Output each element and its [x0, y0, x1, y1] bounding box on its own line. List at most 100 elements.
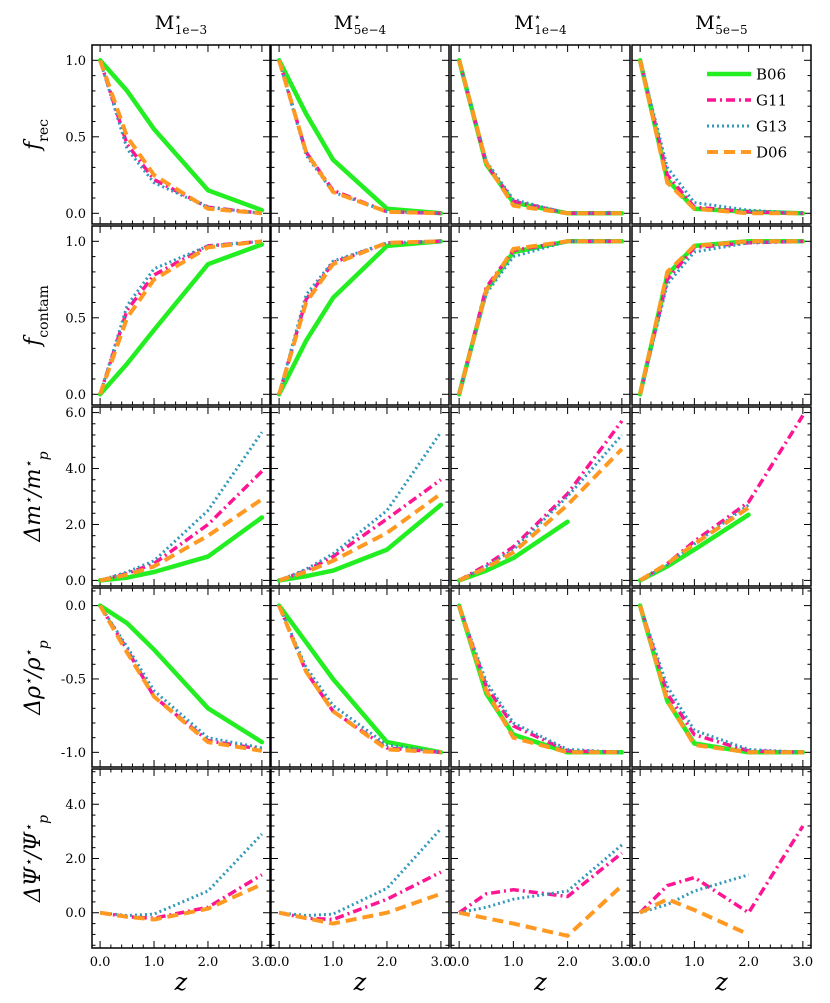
y-tick-label: 6.0: [65, 406, 86, 421]
series-b06-line: [456, 239, 625, 397]
panel-frame: [270, 768, 450, 949]
series-d06-line: [457, 604, 622, 755]
y-axis-label-row-2: fcontam: [21, 285, 52, 348]
series-d06-line: [278, 492, 443, 583]
panel-r5-c2: 0.0 1.0 2.0 3.0: [269, 768, 452, 970]
y-axis-label: fcontam: [21, 285, 52, 348]
series-b06-line: [276, 58, 444, 216]
y-tick-label: 0.0: [65, 207, 86, 222]
y-tick-label: 0.0: [65, 574, 86, 589]
series-b06-line: [456, 58, 625, 216]
series-b06-line: [97, 242, 265, 397]
panel-frame: [91, 587, 271, 768]
series-g13-line: [277, 59, 441, 215]
panel-frame: [631, 406, 812, 587]
column-title-4: M⋆ 5e−5: [695, 10, 747, 37]
panel-frame: [270, 225, 450, 406]
legend-label-d06: D06: [756, 144, 787, 162]
series-g13-line: [98, 604, 263, 750]
series-d06-line: [98, 239, 263, 395]
series-g11-line: [639, 414, 805, 582]
series-d06-line: [457, 239, 622, 395]
series-g11-line: [277, 59, 441, 216]
x-tick-label: 0.0: [630, 955, 651, 970]
y-tick-label: 1.0: [65, 235, 86, 250]
series-g11-line: [458, 851, 623, 915]
series-d06-line: [457, 59, 622, 216]
panel-r1-c2: [270, 44, 450, 225]
x-tick-label: 1.0: [684, 955, 705, 970]
column-title-3: M⋆ 1e−4: [514, 10, 567, 37]
series-g13-line: [638, 605, 803, 754]
x-tick-label: 1.0: [144, 955, 165, 970]
panel-frame: [450, 768, 631, 949]
y-axis-label-row-5: ΔΨ⋆/Ψ⋆p: [21, 815, 52, 903]
y-axis-label: ΔΨ⋆/Ψ⋆p: [21, 815, 52, 903]
series-b06-line: [456, 519, 570, 583]
series-g11-line: [638, 605, 803, 755]
y-tick-label: 4.0: [65, 798, 86, 813]
series-b06-line: [97, 603, 265, 745]
series-g13-line: [277, 239, 441, 395]
y-tick-label: -1.0: [61, 746, 86, 761]
series-g11-line: [638, 239, 803, 395]
panel-r5-c4: 0.0 1.0 2.0 3.0: [630, 768, 813, 970]
panel-frame: [270, 587, 450, 768]
series-g11-line: [638, 825, 805, 915]
y-tick-label: 4.0: [65, 462, 86, 477]
panel-r3-c1: 0.0 2.0 4.0 6.0: [65, 406, 271, 589]
y-tick-label: 0.5: [65, 130, 86, 145]
series-g11-line: [277, 239, 441, 395]
x-tick-label: 2.0: [198, 955, 219, 970]
panel-frame: [270, 406, 450, 587]
panel-r3-c4: [631, 406, 812, 587]
panel-r1-c1: 0.0 0.5 1.0: [65, 44, 271, 225]
panel-frame: [631, 225, 812, 406]
x-tick-label: 3.0: [431, 955, 452, 970]
panel-frame: [450, 406, 631, 587]
panel-r2-c3: [450, 225, 631, 406]
y-tick-label: 0.0: [65, 599, 86, 614]
series-b06-line: [276, 239, 444, 397]
series-b06-line: [97, 58, 265, 213]
panel-frame: [631, 768, 812, 949]
series-g11-line: [457, 605, 622, 755]
series-d06-line: [99, 882, 263, 922]
series-d06-line: [277, 59, 441, 216]
series-g11-line: [278, 478, 442, 583]
panel-r5-c1: 0.0 2.0 4.0 0.0 1.0 2.0 3.0: [65, 768, 273, 970]
y-tick-label: 2.0: [65, 852, 86, 867]
panel-r3-c3: [450, 406, 631, 587]
x-axis-label-col-1: z: [174, 968, 188, 996]
y-axis-label-row-1: frec: [21, 119, 52, 152]
series-g13-line: [639, 503, 750, 582]
series-g13-line: [458, 843, 623, 915]
series-d06-line: [98, 604, 263, 753]
legend-label-g11: G11: [756, 92, 787, 110]
y-tick-label: 1.0: [65, 54, 86, 69]
series-d06-line: [278, 891, 442, 926]
x-tick-label: 3.0: [252, 955, 273, 970]
x-tick-label: 2.0: [377, 955, 398, 970]
series-d06-line: [458, 884, 624, 938]
series-d06-line: [99, 497, 264, 583]
panel-r3-c2: [270, 406, 450, 587]
column-title-1: M⋆ 1e−3: [155, 10, 207, 37]
series-d06-line: [639, 897, 750, 937]
panel-frame: [631, 44, 812, 225]
series-g13-line: [639, 873, 750, 915]
panel-r2-c4: [631, 225, 812, 406]
series-g11-line: [458, 419, 624, 582]
x-tick-label: 2.0: [738, 955, 759, 970]
series-g13-line: [457, 59, 622, 215]
legend: B06 G11 G13 D06: [707, 66, 787, 162]
x-axis-label-col-3: z: [533, 968, 547, 996]
panel-r5-c3: 0.0 1.0 2.0 3.0: [449, 768, 632, 970]
y-tick-label: 0.0: [65, 906, 86, 921]
series-d06-line: [458, 447, 624, 583]
series-d06-line: [277, 604, 442, 755]
legend-label-g13: G13: [756, 118, 787, 136]
panel-r2-c1: 0.0 0.5 1.0: [65, 225, 271, 406]
series-g13-line: [278, 431, 443, 582]
